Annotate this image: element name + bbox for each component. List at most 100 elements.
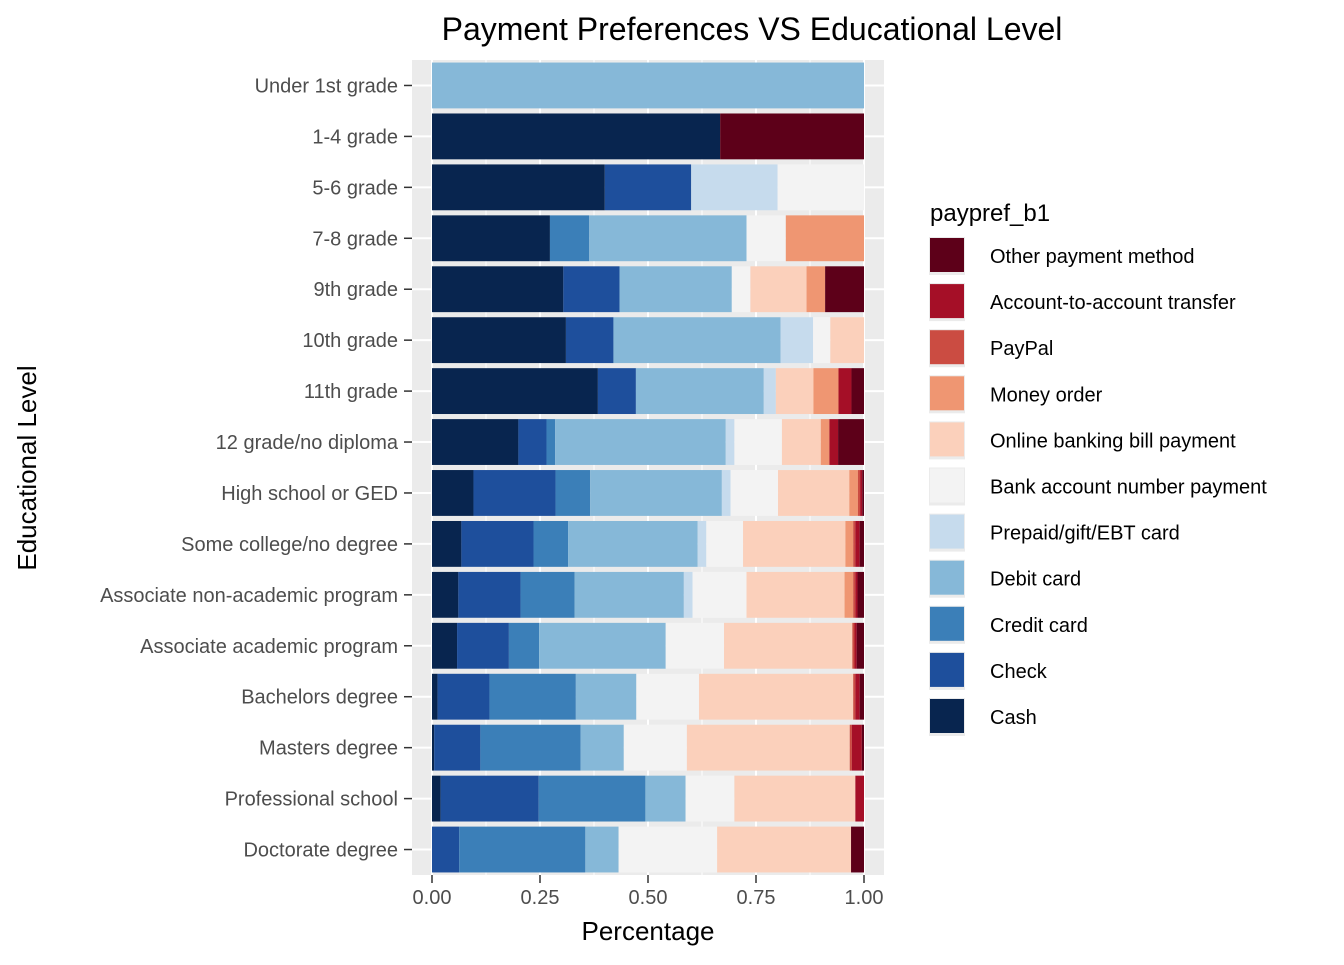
bar-segment [563,266,620,313]
bar-segment [574,571,684,618]
y-axis-title: Educational Level [12,365,42,570]
bar-segment [731,266,751,313]
bar-segment [734,775,856,822]
y-tick-label: High school or GED [221,483,398,505]
bar-segment [432,826,460,873]
bar-segment [857,571,864,618]
legend-swatch [930,468,964,503]
bar-segment [461,520,534,567]
bar-segment [851,826,864,873]
y-tick-label: Doctorate degree [243,840,398,862]
legend-label: Other payment method [990,246,1195,268]
bar-segment [613,317,781,364]
bar-segment [849,724,852,771]
bar-segment [437,673,490,720]
legend-label: Check [990,661,1048,683]
bar-segment [539,622,666,669]
bar-segment [855,775,864,822]
y-tick-label: 12 grade/no diploma [216,432,399,454]
bar-segment [580,724,624,771]
bar-segment [597,368,636,415]
legend-label: Credit card [990,615,1088,637]
bar-segment [855,673,860,720]
bar-segment [853,571,856,618]
bar-segment [440,775,539,822]
bar-segment [859,520,864,567]
bar-segment [746,571,845,618]
bar-segment [778,470,850,516]
bar-segment [520,571,575,618]
bar-segment [683,571,693,618]
bar-segment [457,622,509,669]
legend-swatch [930,330,964,365]
bar-segment [825,266,864,313]
bar-segment [565,317,614,364]
y-tick-label: 5-6 grade [312,177,398,199]
y-tick-label: Some college/no degree [181,534,398,556]
bar-segment [686,724,850,771]
bar-segment [743,520,846,567]
bar-segment [432,113,721,160]
bar-segment [432,215,550,262]
bar-segment [781,419,821,465]
bar-segment [432,571,459,618]
bar-segment [636,673,699,720]
bars [432,62,864,873]
legend-swatch [930,514,964,549]
bar-segment [546,419,556,465]
legend-swatch [930,238,964,272]
bar-segment [853,673,856,720]
bar-segment [575,673,637,720]
bar-segment [813,368,839,415]
legend-label: Money order [990,384,1103,406]
chart-title: Payment Preferences VS Educational Level [442,11,1063,47]
y-tick-label: Associate academic program [140,636,398,658]
legend-swatch [930,652,964,687]
y-tick-label: 7-8 grade [312,228,398,250]
legend-swatch [930,376,964,411]
bar-segment [829,419,839,465]
bar-segment [480,724,581,771]
bar-segment [623,724,687,771]
bar-segment [618,826,718,873]
bar-segment [777,164,864,211]
legend-swatch [930,606,964,641]
y-axis: Under 1st grade 1-4 grade 5-6 grade 7-8 gra… [100,75,412,862]
bar-segment [724,622,853,669]
bar-segment [432,673,438,720]
bar-segment [518,419,547,465]
bar-segment [855,571,858,618]
bar-segment [549,215,590,262]
bar-segment [698,673,854,720]
bar-segment [838,419,864,465]
bar-segment [820,419,830,465]
y-tick-label: 10th grade [302,330,398,352]
bar-segment [585,826,619,873]
bar-segment [844,571,854,618]
bar-segment [720,113,864,160]
y-tick-label: Under 1st grade [255,75,398,97]
bar-segment [432,724,435,771]
y-tick-label: Masters degree [259,738,398,760]
bar-segment [725,419,735,465]
y-tick-label: 11th grade [304,381,398,403]
bar-segment [432,470,474,516]
bar-segment [730,470,779,516]
x-tick-label: 0.50 [629,887,668,909]
bar-segment [857,470,861,516]
bar-segment [849,470,858,516]
bar-segment [458,571,521,618]
legend-swatch [930,560,964,595]
legend-label: Cash [990,707,1037,729]
legend: paypref_b1 Other payment method Account-t… [929,200,1267,736]
x-tick-label: 0.25 [521,887,560,909]
bar-segment [590,470,722,516]
bar-segment [604,164,692,211]
bar-segment [473,470,556,516]
x-tick-label: 1.00 [845,887,884,909]
bar-segment [697,520,707,567]
bar-segment [589,215,747,262]
bar-segment [813,317,831,364]
bar-segment [645,775,686,822]
legend-swatch [930,699,964,733]
